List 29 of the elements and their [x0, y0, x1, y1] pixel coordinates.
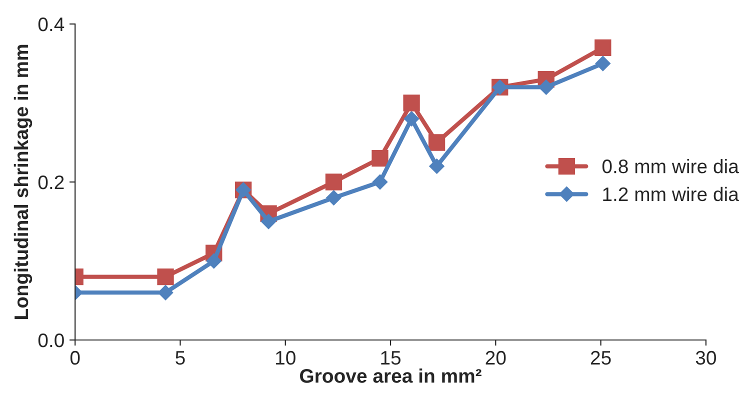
point [372, 150, 388, 167]
legend-label: 0.8 mm wire dia [602, 159, 739, 174]
x-tick-label: 30 [696, 350, 716, 365]
point [595, 56, 610, 72]
point [538, 80, 554, 95]
y-tick-label: 0.0 [38, 333, 64, 348]
point [326, 190, 342, 206]
x-tick-label: 0 [70, 350, 80, 365]
point [325, 174, 342, 190]
point [404, 111, 420, 126]
point [260, 214, 276, 230]
point [428, 134, 446, 151]
x-tick-label: 5 [176, 351, 185, 365]
point [206, 253, 222, 269]
point [158, 285, 174, 300]
y-tick-label: 0.4 [38, 17, 64, 32]
y-axis-title: Longitudinal shrinkage in mm [14, 44, 32, 319]
x-tick-label: 10 [276, 350, 296, 365]
point [372, 174, 388, 190]
legend-label: 1.2 mm wire dia [603, 186, 739, 202]
x-tick-label: 25 [590, 350, 611, 365]
point [157, 268, 174, 286]
x-tick-label: 20 [486, 350, 506, 365]
x-tick-label: 15 [381, 351, 401, 365]
point [594, 39, 612, 56]
point [429, 158, 444, 174]
x-axis-title: Groove area in mm² [300, 368, 482, 383]
point [403, 94, 420, 112]
y-tick-label: 0.2 [38, 175, 64, 190]
